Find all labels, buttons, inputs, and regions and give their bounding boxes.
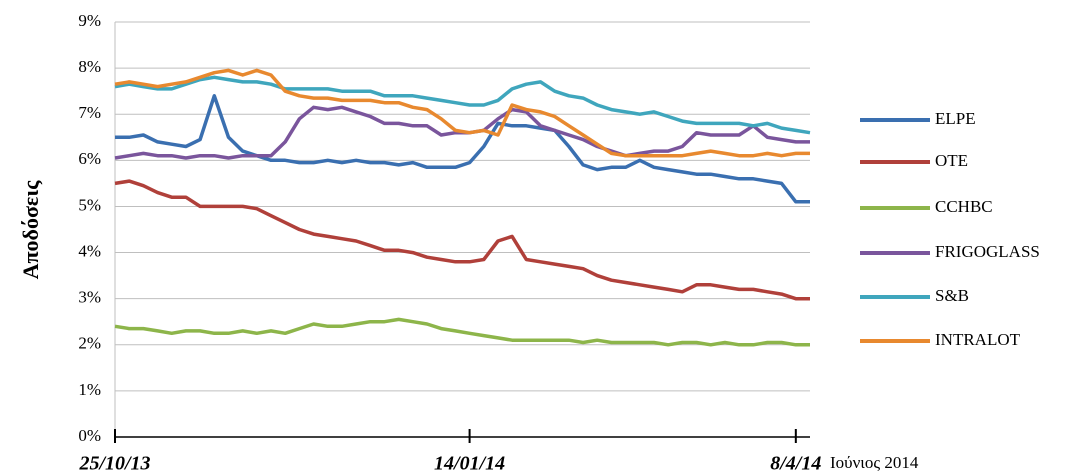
y-tick-label: 4% <box>78 241 101 260</box>
y-tick-label: 6% <box>78 149 101 168</box>
annotation: Ιούνιος 2014 <box>830 453 919 472</box>
y-tick-label: 9% <box>78 11 101 30</box>
y-tick-label: 0% <box>78 426 101 445</box>
x-tick-label: 8/4/14 <box>770 453 821 475</box>
series-line <box>114 75 811 135</box>
legend-label: INTRALOT <box>935 330 1021 349</box>
x-tick-label: 25/10/13 <box>78 453 150 475</box>
series-line <box>115 94 810 204</box>
legend-label: CCHBC <box>935 197 993 216</box>
y-tick-label: 1% <box>78 380 101 399</box>
y-tick-label: 3% <box>78 288 101 307</box>
y-tick-label: 5% <box>78 195 101 214</box>
x-tick-label: 14/01/14 <box>434 453 505 475</box>
y-tick-label: 7% <box>78 103 101 122</box>
y-tick-label: 2% <box>78 334 101 353</box>
series-line <box>114 317 810 347</box>
legend-label: S&B <box>935 286 969 305</box>
legend-label: FRIGOGLASS <box>935 242 1040 261</box>
legend-label: ELPE <box>935 109 976 128</box>
y-tick-label: 8% <box>78 57 101 76</box>
series-line <box>114 179 810 301</box>
series-line <box>114 68 810 158</box>
legend-label: OTE <box>935 151 968 170</box>
y-axis-label: Αποδόσεις <box>18 180 43 280</box>
